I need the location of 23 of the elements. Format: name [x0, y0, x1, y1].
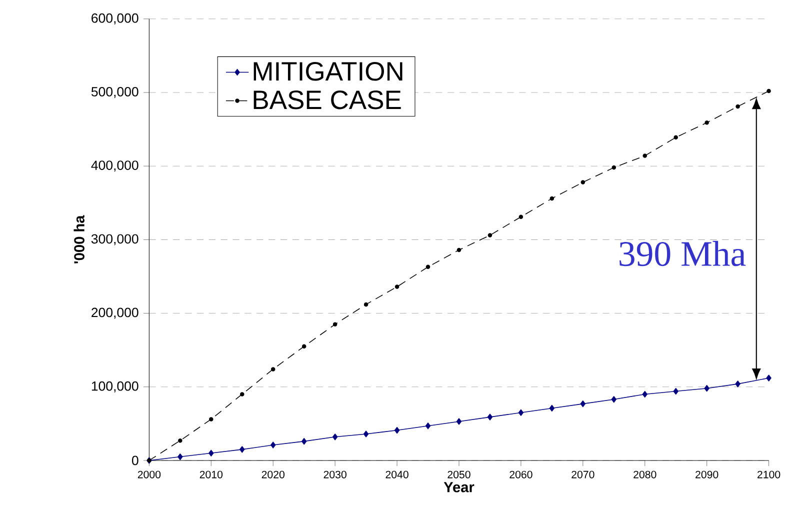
legend-label: BASE CASE	[254, 90, 401, 110]
x-tick-label: 2100	[758, 470, 780, 478]
y-axis-title: '000 ha	[74, 215, 84, 264]
x-tick-label: 2050	[448, 470, 470, 478]
x-tick-label: 2010	[200, 470, 223, 478]
y-tick-label: 0	[132, 456, 138, 466]
x-tick-label: 2030	[324, 470, 346, 478]
y-tick-label: 200,000	[92, 308, 138, 319]
x-tick-label: 2070	[572, 470, 594, 478]
x-tick-label: 2080	[634, 470, 656, 478]
x-tick-label: 2020	[262, 470, 284, 478]
y-tick-label: 500,000	[91, 86, 138, 98]
y-tick-label: 600,000	[92, 13, 138, 24]
x-tick-label: 2040	[386, 470, 408, 478]
y-tick-label: 300,000	[91, 234, 138, 246]
x-tick-label: 2000	[138, 470, 161, 478]
annotation: 390 Mha	[620, 240, 746, 266]
x-axis-title: Year	[444, 482, 474, 492]
y-tick-label: 400,000	[91, 160, 138, 172]
y-tick-label: 100,000	[92, 381, 138, 392]
legend-label: MITIGATION	[254, 62, 402, 81]
x-tick-label: 2090	[696, 470, 718, 478]
x-tick-label: 2060	[510, 470, 532, 478]
